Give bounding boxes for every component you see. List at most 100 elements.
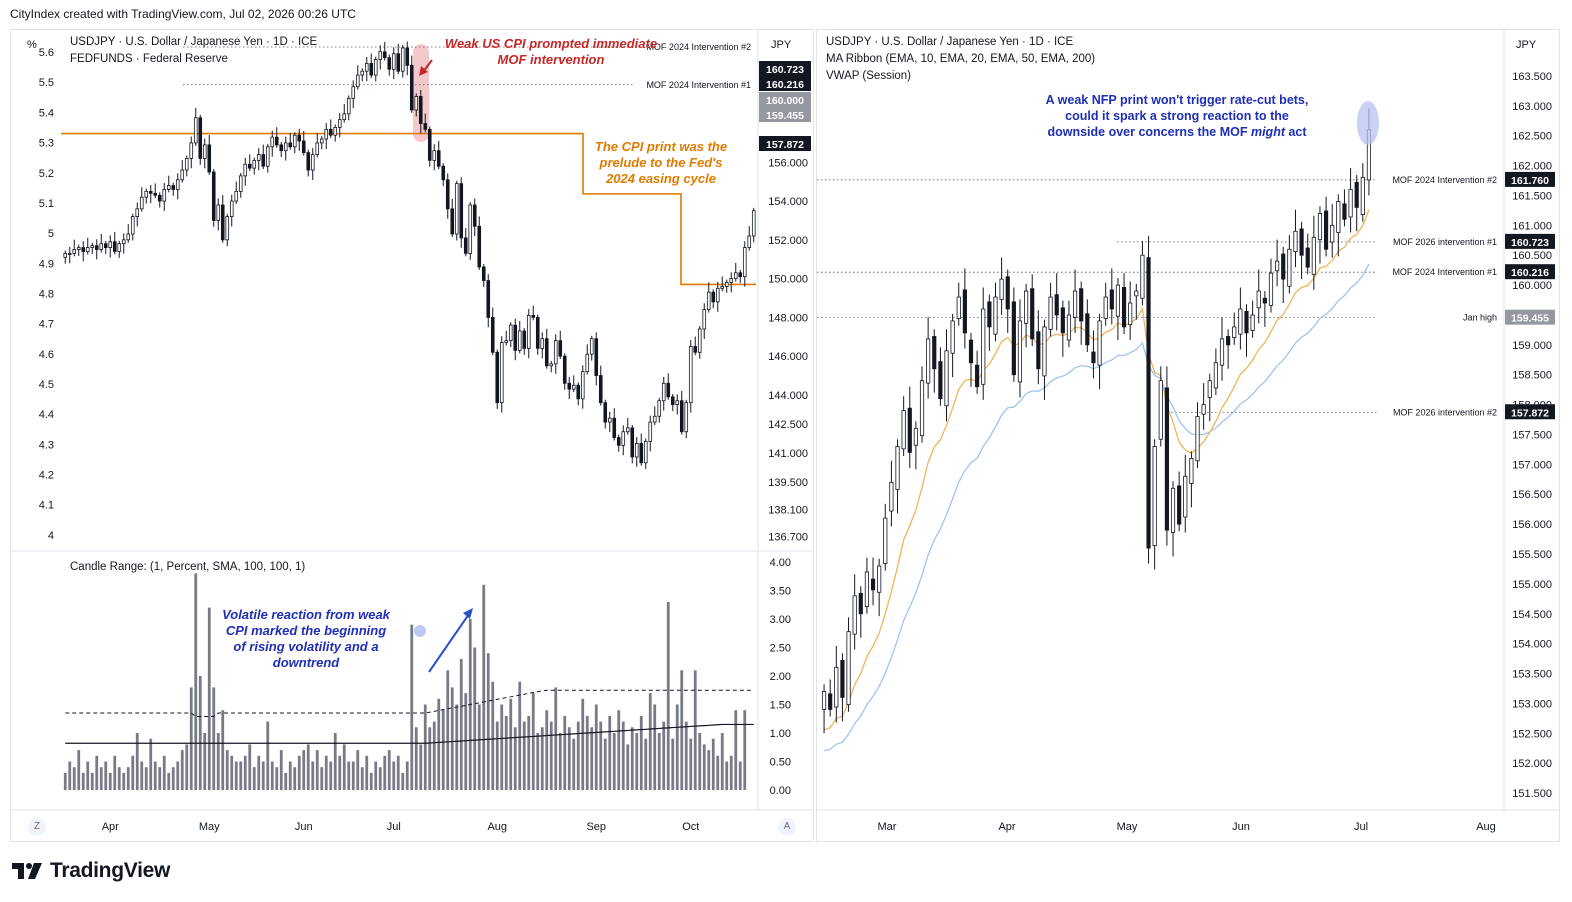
price-label-tag: [759, 136, 811, 151]
right-candle-body: [1036, 331, 1041, 370]
left-candle-body: [355, 74, 360, 88]
right-chart-pane[interactable]: JPY 163.500 163.000 162.500 162.000 161.500 1…: [816, 29, 1560, 842]
range-tick-label: 1.50: [770, 700, 791, 712]
left-candle-body: [265, 146, 270, 167]
range-bar: [729, 755, 733, 790]
range-bar: [95, 755, 99, 790]
left-candle-body: [360, 70, 365, 76]
price-label-tag: [759, 107, 811, 122]
right-x-tick-label: Mar: [878, 821, 897, 833]
tradingview-footer[interactable]: TradingView: [10, 856, 170, 886]
left-chart-svg[interactable]: % JPY 5.6 5.5 5.4 5.3 5.2 5.1 5 4.9 4.8 4.7 4.6 4.5…: [11, 30, 813, 841]
left-candle-body: [445, 179, 450, 210]
vol-arrow-head-icon: [463, 608, 473, 619]
right-candle-body: [950, 320, 955, 354]
right-candle-body: [1042, 326, 1047, 377]
range-bar: [707, 750, 711, 790]
left-candle-body: [715, 287, 720, 303]
tradingview-logo-icon: [12, 863, 42, 879]
right-tick-label: 153.500: [1512, 669, 1552, 681]
left-chart-pane[interactable]: % JPY 5.6 5.5 5.4 5.3 5.2 5.1 5 4.9 4.8 4.7 4.6 4.5…: [10, 29, 814, 842]
range-bar: [243, 755, 247, 790]
right-candle-body: [1238, 308, 1243, 335]
left-candle-body: [319, 138, 324, 144]
range-bar: [302, 750, 306, 790]
range-bar: [126, 767, 130, 790]
range-bar: [464, 693, 468, 790]
range-bar: [315, 750, 319, 790]
range-bar: [405, 761, 409, 790]
left-candle-body: [450, 208, 455, 235]
auto-scale-toggle-button[interactable]: A: [778, 818, 796, 836]
jpy-tick-label: 152.000: [768, 235, 808, 247]
left-candle-body: [481, 266, 486, 281]
range-bar: [252, 767, 256, 790]
right-candle-body: [1170, 487, 1176, 533]
pct-tick-label: 4.6: [39, 349, 54, 361]
price-label-text: 160.723: [766, 64, 804, 76]
right-candle-body: [883, 517, 888, 564]
nfp-line3-emphasis: might: [1250, 125, 1285, 139]
range-bar: [639, 715, 643, 790]
range-bar: [689, 738, 693, 790]
ema10-line: [823, 209, 1370, 731]
x-tick-label: Sep: [586, 821, 606, 833]
range-bar: [585, 715, 589, 790]
log-scale-toggle-button[interactable]: Z: [28, 818, 46, 836]
left-candle-body: [261, 154, 266, 167]
right-tick-label: 163.000: [1512, 101, 1552, 113]
range-bar: [153, 761, 157, 790]
left-candle-body: [76, 247, 81, 250]
left-candle-body: [270, 136, 275, 148]
left-candle-body: [598, 375, 603, 404]
right-candle-body: [1177, 485, 1182, 525]
left-candle-body: [247, 163, 252, 169]
left-candle-body: [684, 402, 689, 433]
right-candle-body: [1281, 253, 1286, 280]
nfp-annotation-line3: downside over concerns the MOF might act: [1017, 124, 1337, 140]
range-tick-label: 0.50: [770, 757, 791, 769]
right-x-tick-label: Jul: [1354, 821, 1368, 833]
right-candle-body: [1097, 320, 1102, 366]
right-candle-body: [1317, 212, 1323, 241]
range-tick-label: 1.00: [770, 728, 791, 740]
range-bar: [657, 733, 661, 790]
range-bar: [603, 738, 607, 790]
right-candle-body: [1226, 336, 1231, 346]
cpi-annotation-line2: MOF intervention: [497, 52, 605, 67]
right-candle-body: [828, 693, 833, 710]
left-candle-body: [499, 342, 504, 404]
right-candle-body: [1232, 326, 1237, 339]
right-legend-ma-ribbon: MA Ribbon (EMA, 10, EMA, 20, EMA, 50, EM…: [826, 53, 1096, 65]
left-candle-body: [81, 247, 86, 252]
left-candle-body: [670, 396, 675, 406]
right-chart-svg[interactable]: JPY 163.500163.000162.500162.000161.5001…: [817, 30, 1559, 841]
right-candle-body: [1262, 297, 1267, 304]
range-bar: [275, 767, 279, 790]
jpy-tick-label: 138.100: [768, 504, 808, 516]
left-candle-body: [72, 249, 77, 254]
jpy-tick-label: 156.000: [768, 157, 808, 169]
right-candle-body: [1305, 247, 1310, 268]
left-candle-body: [234, 190, 239, 202]
range-bar: [162, 755, 166, 790]
range-bar: [288, 761, 292, 790]
right-price-label-tag: [1505, 404, 1555, 420]
left-candle-body: [216, 204, 221, 221]
fedfunds-step-line: [61, 132, 756, 286]
left-candle-body: [706, 291, 711, 311]
right-candle-body: [932, 336, 937, 370]
right-candle-body: [1079, 288, 1084, 322]
range-bar: [455, 704, 459, 790]
range-bar: [140, 761, 144, 790]
right-price-label-tag: [1505, 264, 1555, 280]
left-candle-body: [211, 171, 216, 221]
left-candle-body: [369, 63, 374, 76]
range-bar: [563, 715, 567, 790]
left-candle-body: [328, 128, 333, 136]
ema-ribbon-lines: [823, 209, 1370, 752]
range-bar: [356, 750, 360, 790]
left-candle-body: [585, 353, 590, 373]
left-candle-body: [733, 272, 738, 280]
range-bar: [230, 755, 234, 790]
